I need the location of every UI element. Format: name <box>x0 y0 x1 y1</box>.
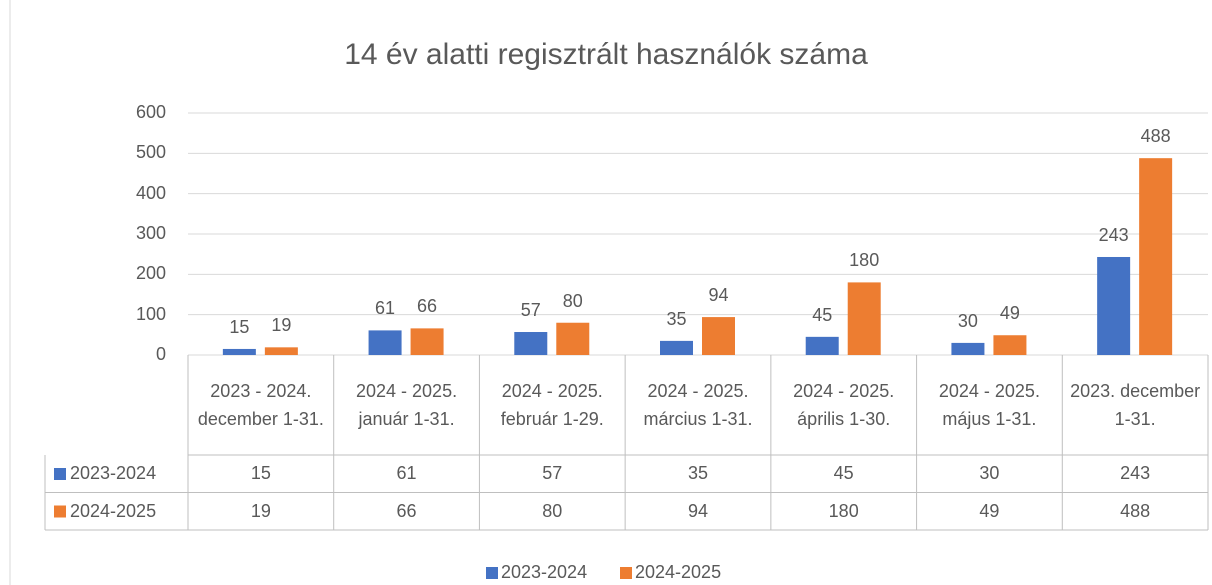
bar <box>410 328 444 355</box>
table-cell: 30 <box>979 463 1000 483</box>
table-cell: 94 <box>687 500 708 521</box>
data-label: 57 <box>520 300 541 320</box>
table-cell: 80 <box>542 500 563 521</box>
table-cell: 15 <box>250 463 271 483</box>
table-cell: 35 <box>687 463 708 483</box>
data-label: 45 <box>812 304 833 325</box>
bar <box>805 336 839 355</box>
bar <box>951 342 985 355</box>
data-label: 180 <box>849 250 880 271</box>
data-label: 488 <box>1140 126 1171 147</box>
bar <box>514 332 548 355</box>
legend-label: 2023-2024 <box>501 562 588 582</box>
category-label: 2023. december 1-31. <box>1070 381 1201 429</box>
data-label: 15 <box>229 316 250 337</box>
data-label: 35 <box>666 308 687 329</box>
y-tick-label: 500 <box>135 142 166 163</box>
data-label: 243 <box>1098 224 1129 245</box>
data-label: 19 <box>271 315 292 336</box>
bar <box>847 282 881 355</box>
legend-key <box>620 567 632 579</box>
category-label: 2024 - 2025. február 1-29. <box>500 381 604 429</box>
y-tick-label: 300 <box>135 223 166 243</box>
row-header: 2023-2024 <box>70 463 157 483</box>
y-tick-label: 600 <box>135 102 166 122</box>
row-header: 2024-2025 <box>70 500 157 521</box>
table-cell: 19 <box>250 500 271 521</box>
table-cell: 49 <box>979 500 1000 521</box>
y-tick-label: 0 <box>155 344 166 364</box>
data-label: 94 <box>708 285 729 306</box>
bar <box>556 322 590 355</box>
category-label: 2024 - 2025. május 1-31. <box>938 381 1040 429</box>
data-label: 49 <box>999 303 1020 324</box>
category-label: 2023 - 2024. december 1-31. <box>197 381 324 429</box>
table-cell: 180 <box>828 500 859 521</box>
bar <box>368 330 402 355</box>
y-tick-label: 200 <box>135 263 166 284</box>
y-tick-label: 100 <box>135 303 166 324</box>
data-label: 61 <box>375 298 396 319</box>
data-label: 80 <box>562 290 583 311</box>
table-cell: 61 <box>396 463 417 483</box>
legend-key <box>54 505 66 518</box>
category-label: 2024 - 2025. április 1-30. <box>793 381 895 429</box>
bar <box>1097 256 1131 355</box>
bar <box>702 317 735 355</box>
chart-title: 14 év alatti regisztrált használók száma <box>344 38 868 71</box>
table-cell: 45 <box>833 463 854 483</box>
legend-label: 2024-2025 <box>635 562 722 582</box>
bar <box>660 340 693 355</box>
table-cell: 57 <box>542 463 563 483</box>
category-label: 2024 - 2025. március 1-31. <box>643 381 753 429</box>
table-cell: 243 <box>1120 463 1151 483</box>
data-label: 66 <box>417 296 438 317</box>
legend-key <box>54 468 66 480</box>
table-cell: 66 <box>396 500 417 521</box>
bar <box>993 335 1027 355</box>
bar <box>222 348 256 355</box>
data-label: 30 <box>957 310 978 331</box>
bar <box>1139 158 1173 355</box>
y-tick-label: 400 <box>135 182 166 203</box>
category-label: 2024 - 2025. január 1-31. <box>356 381 458 429</box>
bar <box>264 347 298 355</box>
table-cell: 488 <box>1120 500 1151 521</box>
legend-key <box>486 567 498 579</box>
